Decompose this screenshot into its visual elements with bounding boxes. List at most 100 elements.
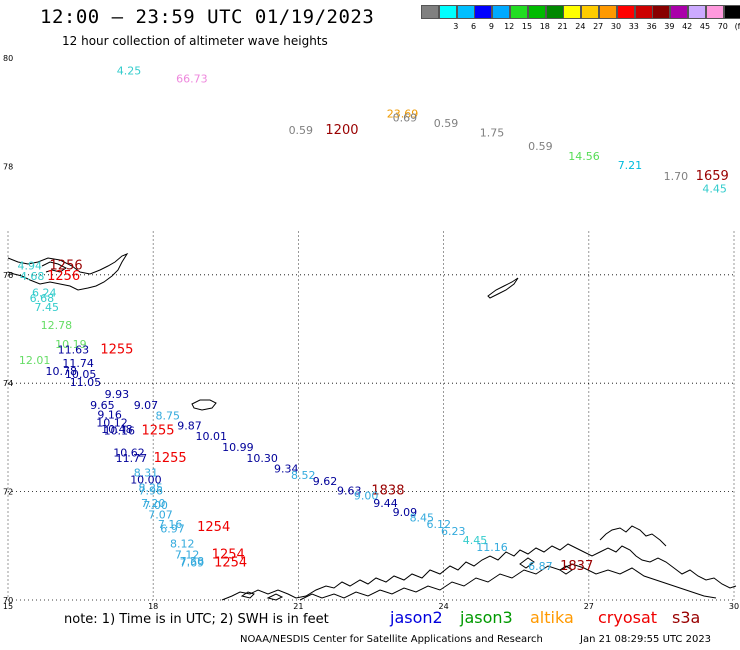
wave-height-label: 6.68 [30, 292, 55, 305]
colorbar-label: 36 [646, 22, 657, 31]
island-small-3 [519, 557, 535, 569]
colorbar-label: 33 [628, 22, 639, 31]
coastline [7, 252, 737, 601]
wave-height-label: 11.74 [62, 357, 94, 370]
wave-height-label: 6.87 [528, 560, 553, 573]
wave-height-label: 10.99 [222, 441, 254, 454]
wave-height-label: 7.45 [34, 301, 59, 314]
colorbar-swatch [688, 5, 706, 19]
wave-height-label: 4.25 [117, 64, 142, 77]
wave-height-label: 8.25 [139, 482, 164, 495]
wave-height-label: 7.69 [180, 556, 205, 569]
wave-height-label: 7.07 [148, 509, 173, 522]
wave-height-label: 4.68 [20, 270, 45, 283]
colorbar-label: 70 [717, 22, 728, 31]
wave-height-label: 11.77 [116, 452, 148, 465]
wave-height-label: 7.96 [139, 484, 164, 497]
svalbard-inlet [41, 261, 67, 273]
colorbar-swatch [527, 5, 546, 19]
wave-height-label: 8.31 [134, 466, 159, 479]
wave-height-label: 11.05 [70, 376, 102, 389]
map-title: 12:00 – 23:59 UTC 01/19/2023 [40, 6, 375, 28]
lat-tick-label: 80 [3, 54, 13, 63]
wave-height-label: 8.12 [170, 537, 195, 550]
colorbar-label: 42 [682, 22, 693, 31]
time-label: 1200 [325, 123, 358, 138]
footnote: note: 1) Time is in UTC; 2) SWH is in fe… [64, 612, 329, 627]
colorbar-label: 24 [575, 22, 586, 31]
credit-text: NOAA/NESDIS Center for Satellite Applica… [240, 634, 543, 645]
colorbar-label: 21 [557, 22, 568, 31]
wave-height-label: 66.73 [176, 72, 208, 85]
time-label: 1254 [212, 547, 245, 562]
lat-tick-label: 72 [3, 488, 13, 497]
lon-tick-label: 15 [3, 602, 13, 611]
colorbar-label: 30 [610, 22, 622, 31]
colorbar-label: 3 [453, 22, 459, 31]
colorbar-label: 12 [504, 22, 515, 31]
wave-height-label: 10.01 [196, 430, 228, 443]
time-label: 1254 [197, 520, 230, 535]
time-label: 1255 [141, 424, 174, 439]
colorbar-swatch [723, 5, 740, 19]
wave-height-label: 9.93 [105, 388, 130, 401]
wave-height-label: 9.07 [134, 399, 159, 412]
lon-tick-label: 27 [584, 602, 594, 611]
bear-island [191, 399, 217, 411]
colorbar-label: 9 [488, 22, 494, 31]
wave-height-label: 12.78 [41, 319, 73, 332]
wave-height-label: 7.21 [618, 159, 643, 172]
wave-height-label: 4.45 [463, 534, 488, 547]
colorbar-swatch [581, 5, 600, 19]
wave-height-label: 10.78 [45, 365, 77, 378]
colorbar-label: 15 [521, 22, 533, 31]
colorbar-label: 6 [471, 22, 477, 31]
axis-tick-labels: 15 18 21 24 27 30 80 78 76 74 72 70 [3, 54, 739, 611]
wave-height-label: 0.69 [393, 111, 418, 124]
colorbar-swatch [634, 5, 653, 19]
colorbar-label: 39 [664, 22, 675, 31]
satellite-jason3: jason3 [460, 608, 513, 627]
lon-tick-label: 18 [148, 602, 158, 611]
wave-height-label: 11.63 [58, 343, 90, 356]
wave-height-labels: 4.25 66.73 23.690.69 0.59 1200 0.59 1.75 0.59 14… [18, 64, 729, 574]
wave-height-label: 8.75 [155, 410, 180, 423]
lat-lon-grid [7, 231, 735, 601]
wave-height-label: 8.45 [410, 511, 435, 524]
wave-height-label: 4.94 [18, 259, 43, 272]
wave-height-label: 9.16 [97, 408, 122, 421]
time-label: 1256 [50, 258, 83, 273]
lat-tick-label: 78 [3, 162, 13, 171]
wave-height-label: 0.59 [528, 140, 553, 153]
colorbar-label: 27 [593, 22, 604, 31]
map-subtitle: 12 hour collection of altimeter wave hei… [62, 34, 328, 48]
wave-height-label: 7.58 [180, 555, 205, 568]
wave-height-label: 7.12 [175, 548, 200, 561]
wave-height-label: 4.45 [702, 182, 727, 195]
wave-height-label: 10.16 [104, 425, 136, 438]
lat-tick-label: 74 [3, 379, 13, 388]
wave-height-label: 11.16 [476, 541, 508, 554]
wave-height-label: 10.30 [246, 452, 278, 465]
colorbar-label: 18 [539, 22, 550, 31]
colorbar-swatch [616, 5, 635, 19]
colorbar-swatch [705, 5, 724, 19]
time-label: 1255 [154, 451, 187, 466]
colorbar-label: (ft) [734, 22, 740, 31]
colorbar-swatch [599, 5, 617, 19]
wave-height-label: 10.00 [130, 473, 162, 486]
hopen-island [487, 277, 519, 299]
lon-tick-label: 21 [293, 602, 303, 611]
kola-coast [599, 525, 667, 547]
lat-tick-label: 76 [3, 271, 13, 280]
colorbar-label: 45 [699, 22, 711, 31]
wave-height-label: 7.00 [143, 499, 168, 512]
wave-height-label: 9.62 [313, 475, 338, 488]
colorbar-swatch [510, 5, 528, 19]
time-label: 1837 [560, 559, 593, 574]
colorbar-swatch [421, 5, 439, 19]
colorbar-swatch [492, 5, 511, 19]
wave-height-label: 0.59 [434, 117, 459, 130]
wave-height-label: 6.23 [441, 525, 466, 538]
satellite-cryosat: cryosat [598, 608, 658, 627]
